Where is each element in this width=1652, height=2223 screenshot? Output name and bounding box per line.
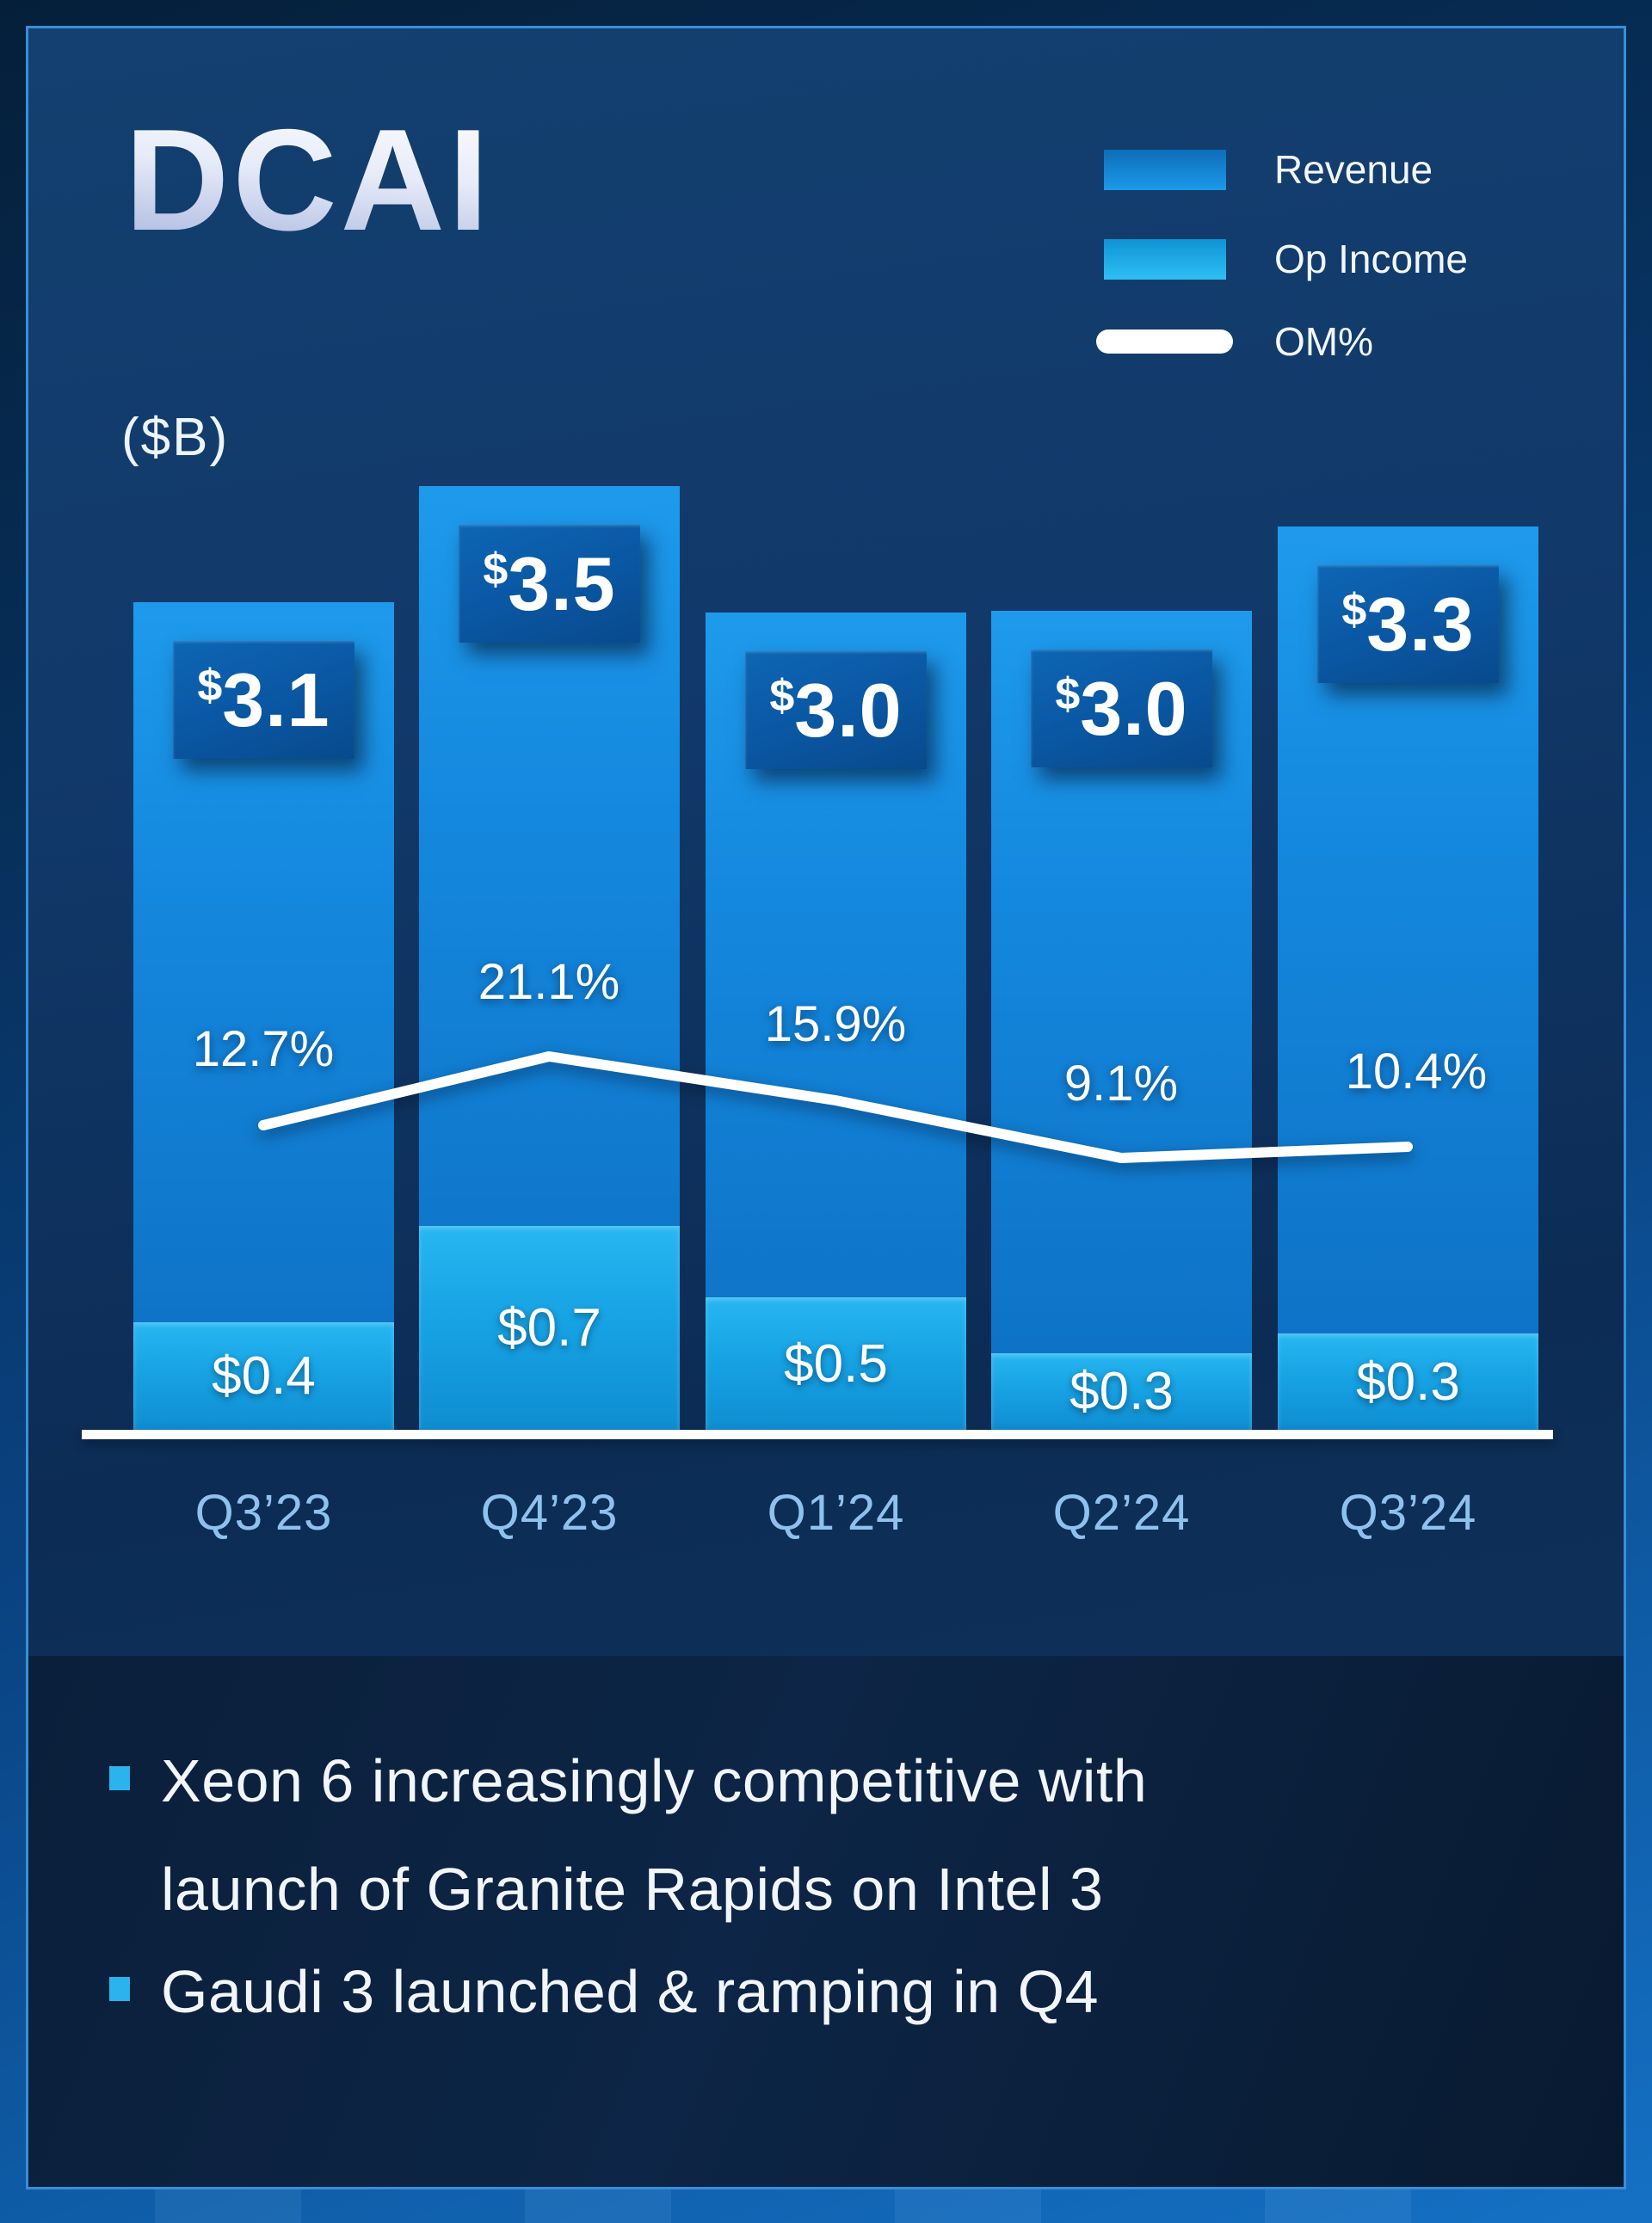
x-axis-label-q2-24: Q2’24: [1052, 1485, 1191, 1541]
currency-sign: $: [197, 661, 223, 711]
bullet-text-line: launch of Granite Rapids on Intel 3: [161, 1856, 1104, 1923]
revenue-bar-q2-24: $3.0 $0.3: [991, 611, 1252, 1430]
highlights-section: [28, 1656, 1624, 2187]
revenue-badge: $3.0: [745, 651, 927, 769]
revenue-value: 3.3: [1366, 581, 1475, 667]
revenue-value: 3.0: [1080, 665, 1188, 751]
revenue-badge: $3.1: [173, 641, 354, 759]
currency-sign: $: [769, 671, 795, 721]
om-line-swatch-icon: [1096, 329, 1233, 354]
legend-label-op-income: Op Income: [1274, 237, 1468, 281]
x-axis-label-q3-23: Q3’23: [194, 1485, 333, 1541]
op-income-swatch-icon: [1104, 238, 1226, 280]
revenue-swatch-icon: [1104, 149, 1226, 190]
om-percent-label: 12.7%: [192, 1021, 335, 1077]
op-income-value: $0.4: [212, 1346, 316, 1406]
op-income-bar-q3-24: $0.3: [1278, 1333, 1538, 1430]
legend-row-om: OM%: [1096, 319, 1373, 364]
page-title: DCAI: [125, 99, 492, 261]
bullet-item-xeon: Xeon 6 increasingly competitive with lau…: [109, 1727, 1147, 1943]
revenue-badge: $3.3: [1317, 565, 1499, 683]
bullet-square-icon: [109, 1766, 130, 1790]
op-income-value: $0.7: [497, 1298, 601, 1358]
revenue-bar-q4-23: $3.5 $0.7: [419, 486, 680, 1430]
currency-sign: $: [483, 545, 509, 594]
legend-row-op-income: Op Income: [1104, 232, 1468, 286]
op-income-bar-q1-24: $0.5: [706, 1297, 966, 1430]
om-percent-label: 9.1%: [1063, 1056, 1179, 1112]
currency-sign: $: [1055, 669, 1081, 719]
revenue-badge: $3.5: [459, 525, 640, 643]
op-income-value: $0.5: [784, 1333, 888, 1394]
revenue-value: 3.5: [508, 540, 616, 626]
legend-row-revenue: Revenue: [1104, 143, 1433, 196]
revenue-value: 3.1: [222, 656, 330, 742]
legend-label-om: OM%: [1274, 319, 1373, 364]
revenue-badge: $3.0: [1031, 650, 1212, 767]
om-percent-label: 15.9%: [764, 996, 907, 1052]
slide-panel: DCAI Revenue Op Income OM% ($B) $3.1: [26, 26, 1626, 2189]
x-axis-label-q3-24: Q3’24: [1339, 1485, 1477, 1541]
x-axis-baseline: [82, 1430, 1553, 1439]
op-income-value: $0.3: [1356, 1352, 1460, 1412]
x-axis-label-q4-23: Q4’23: [480, 1485, 619, 1541]
bottom-reflection-decor: [26, 2187, 1626, 2223]
units-label: ($B): [121, 408, 230, 467]
x-axis-label-q1-24: Q1’24: [767, 1485, 905, 1541]
op-income-bar-q3-23: $0.4: [133, 1322, 394, 1430]
bullet-text-line: Xeon 6 increasingly competitive with: [161, 1747, 1148, 1814]
revenue-bar-q1-24: $3.0 $0.5: [706, 613, 966, 1430]
bullet-square-icon: [109, 1977, 130, 2001]
bullet-text-line: Gaudi 3 launched & ramping in Q4: [161, 1958, 1099, 2025]
chart-section: DCAI Revenue Op Income OM% ($B) $3.1: [28, 28, 1624, 1656]
bullet-item-gaudi: Gaudi 3 launched & ramping in Q4: [109, 1937, 1099, 2046]
revenue-bar-q3-24: $3.3 $0.3: [1278, 526, 1538, 1430]
currency-sign: $: [1341, 585, 1367, 635]
op-income-bar-q4-23: $0.7: [419, 1226, 680, 1430]
op-income-bar-q2-24: $0.3: [991, 1353, 1252, 1430]
revenue-bar-q3-23: $3.1 $0.4: [133, 602, 394, 1430]
om-percent-label: 21.1%: [478, 954, 620, 1010]
om-percent-label: 10.4%: [1345, 1044, 1488, 1099]
legend-label-revenue: Revenue: [1274, 147, 1433, 192]
op-income-value: $0.3: [1069, 1362, 1174, 1421]
revenue-value: 3.0: [794, 667, 903, 753]
